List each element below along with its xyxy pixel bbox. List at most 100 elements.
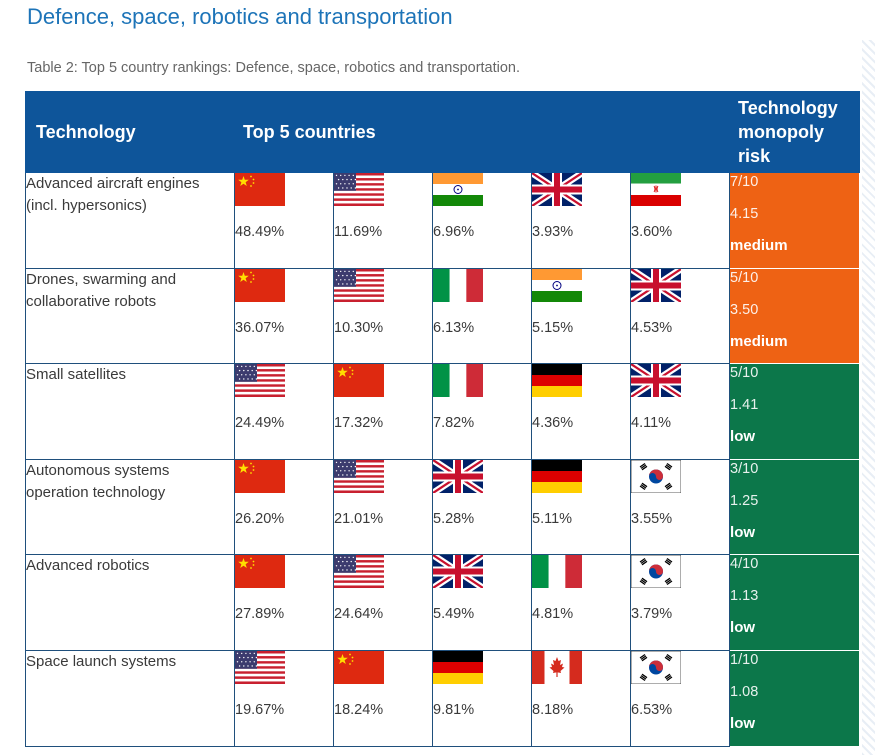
germany-flag xyxy=(532,364,582,398)
monopoly-risk-cell: 7/10 4.15 medium xyxy=(729,172,861,269)
risk-score: 4/10 xyxy=(730,556,759,573)
table-row-small-satellites: Small satellites 24.49% 17.32% 7.82% 4.36% 4.… xyxy=(25,363,861,460)
page-title: Defence, space, robotics and transportat… xyxy=(27,4,453,29)
country-share: 48.49% xyxy=(235,224,285,240)
header-top-5-countries: Top 5 countries xyxy=(233,91,731,173)
usa-flag xyxy=(334,173,384,206)
usa-flag xyxy=(235,650,285,684)
country-cell-rank-2: 18.24% xyxy=(333,649,433,747)
risk-score: 5/10 xyxy=(730,365,759,382)
country-cell-rank-5: 3.60% xyxy=(629,172,731,269)
usa-flag xyxy=(334,268,384,302)
country-share: 7.82% xyxy=(433,415,475,432)
technology-name: Autonomous systems operation technology xyxy=(25,458,235,556)
country-cell-rank-2: 11.69% xyxy=(333,172,433,269)
germany-flag xyxy=(532,459,582,493)
country-share: 4.11% xyxy=(631,415,672,432)
canada-flag xyxy=(532,650,582,684)
country-cell-rank-1: 27.89% xyxy=(234,554,334,651)
table-row-autonomous-systems-operation-technology: Autonomous systems operation technology 2… xyxy=(25,458,861,556)
country-share: 8.18% xyxy=(532,701,574,718)
country-share: 19.67% xyxy=(235,701,285,718)
iran-flag xyxy=(631,173,681,206)
risk-value: 4.15 xyxy=(730,206,759,222)
country-cell-rank-4: 4.81% xyxy=(531,554,631,651)
country-cell-rank-5: 4.53% xyxy=(629,267,731,365)
country-cell-rank-4: 5.15% xyxy=(531,267,631,365)
country-cell-rank-5: 4.11% xyxy=(629,363,731,460)
country-cell-rank-4: 3.93% xyxy=(531,172,631,269)
italy-flag xyxy=(433,268,483,302)
table-header-row: Technology Top 5 countries Technology mo… xyxy=(25,91,861,173)
monopoly-risk-cell: 1/10 1.08 low xyxy=(729,649,861,747)
china-flag xyxy=(334,650,384,684)
country-share: 36.07% xyxy=(235,319,285,336)
risk-score: 5/10 xyxy=(730,269,759,286)
risk-score: 3/10 xyxy=(730,460,759,477)
country-share: 3.55% xyxy=(631,510,673,527)
country-share: 27.89% xyxy=(235,606,285,623)
uk-flag xyxy=(433,555,483,589)
country-share: 4.81% xyxy=(532,606,574,623)
country-share: 5.49% xyxy=(433,606,475,623)
india-flag xyxy=(532,268,582,302)
risk-score: 1/10 xyxy=(730,651,759,668)
country-share: 11.69% xyxy=(334,224,383,240)
risk-value: 1.13 xyxy=(730,588,759,605)
country-ranking-table: Technology Top 5 countries Technology mo… xyxy=(25,91,861,747)
country-share: 6.53% xyxy=(631,701,673,718)
country-cell-rank-4: 4.36% xyxy=(531,363,631,460)
country-share: 24.49% xyxy=(235,415,285,432)
country-share: 5.11% xyxy=(532,510,573,527)
technology-name: Advanced robotics xyxy=(25,554,235,651)
uk-flag xyxy=(433,459,483,493)
country-share: 24.64% xyxy=(334,606,384,623)
table-row-advanced-aircraft-engines-incl-hypersonics: Advanced aircraft engines (incl. hyperso… xyxy=(25,172,861,269)
monopoly-risk-cell: 4/10 1.13 low xyxy=(729,554,861,651)
uk-flag xyxy=(631,364,681,398)
country-cell-rank-5: 3.55% xyxy=(629,458,731,556)
country-cell-rank-1: 19.67% xyxy=(234,649,334,747)
italy-flag xyxy=(532,555,582,589)
country-share: 3.93% xyxy=(532,224,574,240)
country-cell-rank-5: 6.53% xyxy=(629,649,731,747)
monopoly-risk-cell: 5/10 3.50 medium xyxy=(729,267,861,365)
country-share: 21.01% xyxy=(334,510,384,527)
country-cell-rank-2: 24.64% xyxy=(333,554,433,651)
technology-name: Drones, swarming and collaborative robot… xyxy=(25,267,235,365)
country-cell-rank-1: 24.49% xyxy=(234,363,334,460)
header-monopoly-risk: Technology monopoly risk xyxy=(729,91,861,173)
risk-value: 1.25 xyxy=(730,492,759,509)
risk-level-label: medium xyxy=(730,332,788,350)
risk-level-label: low xyxy=(730,619,756,637)
country-share: 4.53% xyxy=(631,319,673,336)
risk-level-label: low xyxy=(730,523,756,541)
country-share: 9.81% xyxy=(433,701,475,718)
monopoly-risk-cell: 5/10 1.41 low xyxy=(729,363,861,460)
country-cell-rank-1: 48.49% xyxy=(234,172,334,269)
china-flag xyxy=(334,364,384,398)
technology-name: Small satellites xyxy=(25,363,235,460)
risk-value: 3.50 xyxy=(730,301,759,318)
country-cell-rank-3: 9.81% xyxy=(432,649,532,747)
country-cell-rank-1: 26.20% xyxy=(234,458,334,556)
country-cell-rank-3: 7.82% xyxy=(432,363,532,460)
table-row-space-launch-systems: Space launch systems 19.67% 18.24% 9.81% 8.1… xyxy=(25,649,861,747)
south-korea-flag xyxy=(631,459,681,493)
risk-level-label: low xyxy=(730,714,756,732)
country-cell-rank-3: 6.96% xyxy=(432,172,532,269)
china-flag xyxy=(235,268,285,302)
country-share: 17.32% xyxy=(334,415,384,432)
risk-level-label: low xyxy=(730,428,756,446)
monopoly-risk-cell: 3/10 1.25 low xyxy=(729,458,861,556)
country-share: 4.36% xyxy=(532,415,574,432)
china-flag xyxy=(235,173,285,206)
country-cell-rank-3: 5.28% xyxy=(432,458,532,556)
country-share: 26.20% xyxy=(235,510,285,527)
country-cell-rank-2: 21.01% xyxy=(333,458,433,556)
risk-level-label: medium xyxy=(730,237,788,254)
table-caption: Table 2: Top 5 country rankings: Defence… xyxy=(27,60,521,76)
country-cell-rank-4: 8.18% xyxy=(531,649,631,747)
uk-flag xyxy=(532,173,582,206)
country-share: 5.28% xyxy=(433,510,475,527)
